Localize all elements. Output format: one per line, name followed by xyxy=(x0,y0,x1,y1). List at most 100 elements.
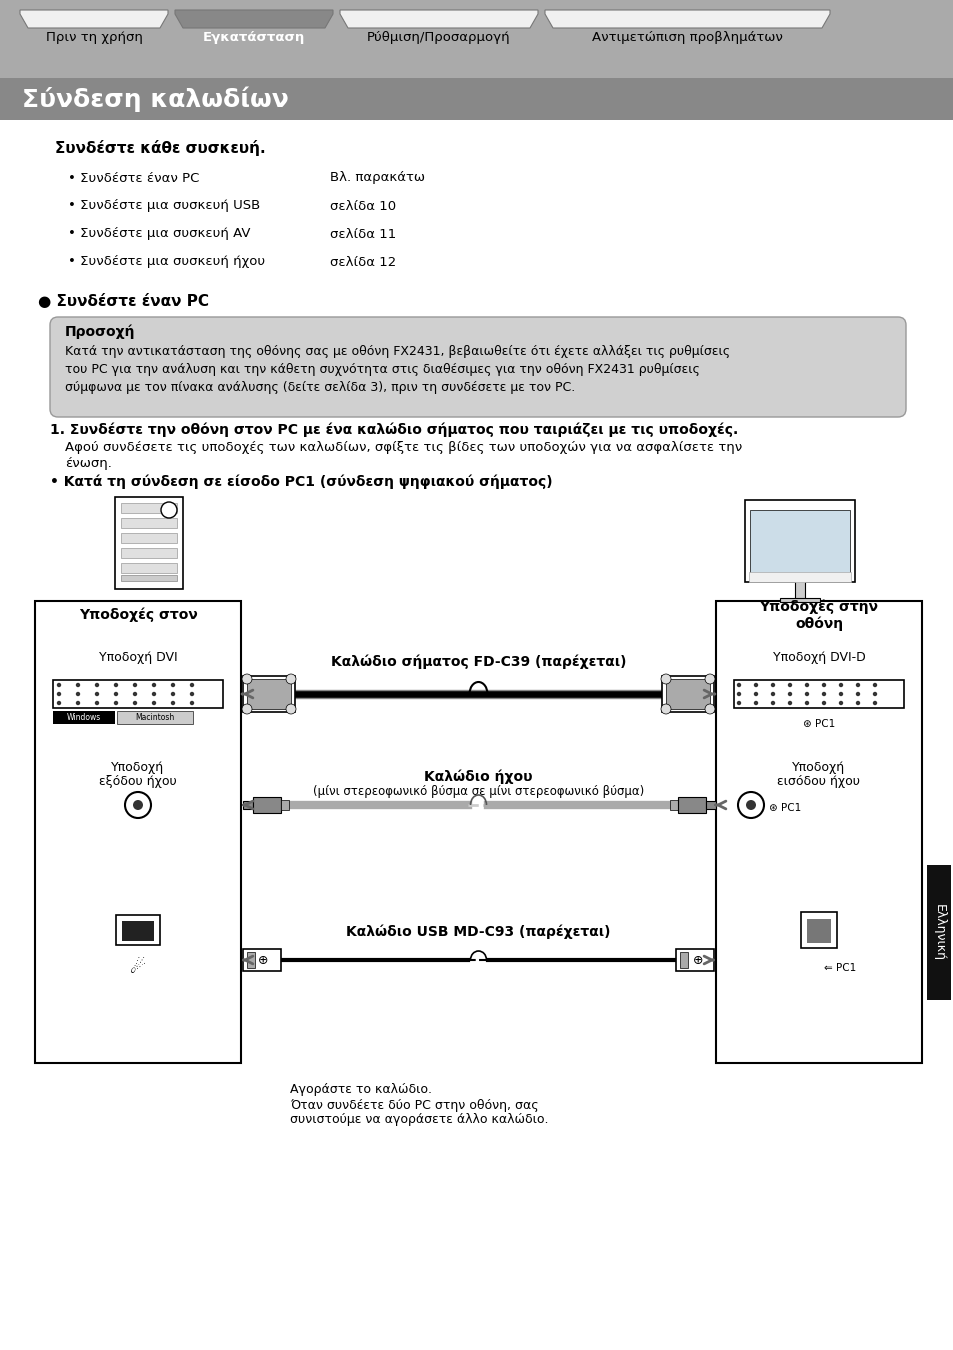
Circle shape xyxy=(872,701,876,705)
Text: • Κατά τη σύνδεση σε είσοδο PC1 (σύνδεση ψηφιακού σήματος): • Κατά τη σύνδεση σε είσοδο PC1 (σύνδεση… xyxy=(50,475,552,489)
Text: Υποδοχή: Υποδοχή xyxy=(112,760,164,774)
Bar xyxy=(780,598,820,602)
Text: Όταν συνδέετε δύο PC στην οθόνη, σας: Όταν συνδέετε δύο PC στην οθόνη, σας xyxy=(290,1099,538,1111)
Text: εξόδου ήχου: εξόδου ήχου xyxy=(99,775,176,787)
Bar xyxy=(247,679,291,709)
Text: του PC για την ανάλυση και την κάθετη συχνότητα στις διαθέσιμες για την οθόνη FX: του PC για την ανάλυση και την κάθετη συ… xyxy=(65,363,700,377)
Circle shape xyxy=(152,683,156,687)
Circle shape xyxy=(821,683,825,687)
Bar xyxy=(115,497,183,589)
Bar xyxy=(122,921,153,941)
Bar xyxy=(243,801,253,809)
Bar xyxy=(53,680,223,707)
Bar xyxy=(679,952,687,968)
Text: εισόδου ήχου: εισόδου ήχου xyxy=(777,775,860,787)
Text: Macintosh: Macintosh xyxy=(135,714,174,722)
Bar xyxy=(121,575,177,580)
Text: Καλώδιο ήχου: Καλώδιο ήχου xyxy=(424,769,532,784)
Circle shape xyxy=(804,683,808,687)
Circle shape xyxy=(242,674,252,684)
Bar xyxy=(749,510,849,576)
Text: σελίδα 10: σελίδα 10 xyxy=(330,200,395,212)
Bar xyxy=(801,913,836,948)
Bar xyxy=(121,563,177,572)
Circle shape xyxy=(770,701,775,705)
Circle shape xyxy=(872,683,876,687)
Text: ⊛ PC1: ⊛ PC1 xyxy=(802,720,834,729)
Circle shape xyxy=(152,701,156,705)
Text: ⊕: ⊕ xyxy=(692,953,702,967)
Text: 1. Συνδέστε την οθόνη στον PC με ένα καλώδιο σήματος που ταιριάζει με τις υποδοχ: 1. Συνδέστε την οθόνη στον PC με ένα καλ… xyxy=(50,423,738,437)
Circle shape xyxy=(787,701,791,705)
Text: • Συνδέστε μια συσκευή USB: • Συνδέστε μια συσκευή USB xyxy=(68,200,260,212)
Circle shape xyxy=(94,683,99,687)
Text: Υποδοχή DVI-D: Υποδοχή DVI-D xyxy=(772,652,864,664)
Text: Κατά την αντικατάσταση της οθόνης σας με οθόνη FX2431, βεβαιωθείτε ότι έχετε αλλ: Κατά την αντικατάσταση της οθόνης σας με… xyxy=(65,346,729,359)
Circle shape xyxy=(838,683,842,687)
Text: Υποδοχή DVI: Υποδοχή DVI xyxy=(98,652,177,664)
Text: Windows: Windows xyxy=(67,714,101,722)
Circle shape xyxy=(75,701,80,705)
Circle shape xyxy=(804,691,808,697)
Circle shape xyxy=(113,691,118,697)
Bar xyxy=(35,601,241,1062)
Circle shape xyxy=(770,683,775,687)
Circle shape xyxy=(152,691,156,697)
Bar xyxy=(281,801,289,810)
Bar xyxy=(0,78,953,120)
Circle shape xyxy=(838,701,842,705)
Text: Βλ. παρακάτω: Βλ. παρακάτω xyxy=(330,171,424,185)
Bar xyxy=(121,548,177,558)
Text: Ρύθμιση/Προσαρμογή: Ρύθμιση/Προσαρμογή xyxy=(367,31,510,45)
Text: ένωση.: ένωση. xyxy=(65,456,112,470)
Polygon shape xyxy=(339,9,537,28)
Circle shape xyxy=(171,691,175,697)
Circle shape xyxy=(190,701,194,705)
Circle shape xyxy=(190,683,194,687)
Circle shape xyxy=(736,701,740,705)
Text: Αγοράστε το καλώδιο.: Αγοράστε το καλώδιο. xyxy=(290,1084,432,1096)
Text: Υποδοχή: Υποδοχή xyxy=(792,760,844,774)
Circle shape xyxy=(132,701,137,705)
Circle shape xyxy=(286,674,295,684)
Text: ☄: ☄ xyxy=(130,958,146,977)
Text: ⇐ PC1: ⇐ PC1 xyxy=(823,963,856,973)
Bar xyxy=(669,801,678,810)
Text: ● Συνδέστε έναν PC: ● Συνδέστε έναν PC xyxy=(38,294,209,309)
Bar xyxy=(0,0,953,120)
Circle shape xyxy=(872,691,876,697)
Bar xyxy=(117,711,193,724)
Circle shape xyxy=(753,691,758,697)
Bar xyxy=(716,601,921,1062)
Text: • Συνδέστε έναν PC: • Συνδέστε έναν PC xyxy=(68,171,199,185)
Text: σελίδα 11: σελίδα 11 xyxy=(330,228,395,240)
Text: σύμφωνα με τον πίνακα ανάλυσης (δείτε σελίδα 3), πριν τη συνδέσετε με τον PC.: σύμφωνα με τον πίνακα ανάλυσης (δείτε σε… xyxy=(65,382,575,394)
Text: Συνδέστε κάθε συσκευή.: Συνδέστε κάθε συσκευή. xyxy=(55,140,265,157)
Bar xyxy=(253,796,281,813)
Circle shape xyxy=(171,701,175,705)
Bar xyxy=(121,533,177,543)
Bar xyxy=(665,679,709,709)
Bar xyxy=(116,915,160,945)
Circle shape xyxy=(738,792,763,818)
Text: Εγκατάσταση: Εγκατάσταση xyxy=(203,31,305,45)
Circle shape xyxy=(704,703,714,714)
Circle shape xyxy=(660,703,670,714)
Bar xyxy=(733,680,903,707)
Circle shape xyxy=(821,701,825,705)
Bar xyxy=(53,711,115,724)
FancyBboxPatch shape xyxy=(50,317,905,417)
Circle shape xyxy=(242,703,252,714)
Circle shape xyxy=(855,691,860,697)
Bar xyxy=(676,949,713,971)
Circle shape xyxy=(821,691,825,697)
Text: Καλώδιο σήματος FD-C39 (παρέχεται): Καλώδιο σήματος FD-C39 (παρέχεται) xyxy=(331,655,625,670)
Circle shape xyxy=(113,701,118,705)
Bar xyxy=(243,676,294,711)
Circle shape xyxy=(113,683,118,687)
Circle shape xyxy=(94,701,99,705)
Bar xyxy=(748,572,850,582)
Circle shape xyxy=(770,691,775,697)
Circle shape xyxy=(855,683,860,687)
Text: • Συνδέστε μια συσκευή ήχου: • Συνδέστε μια συσκευή ήχου xyxy=(68,255,265,269)
